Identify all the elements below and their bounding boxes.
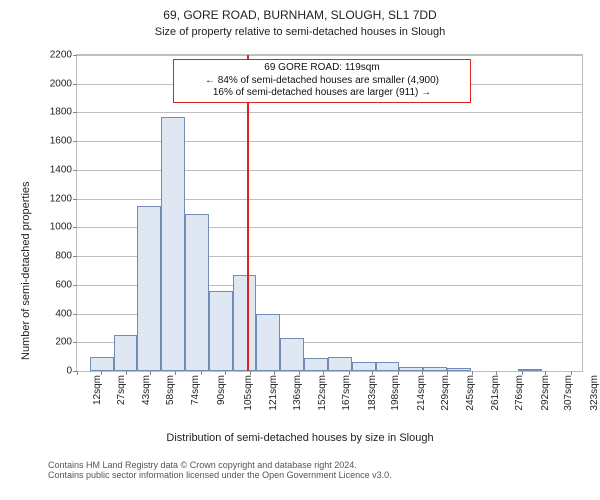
x-tick-mark <box>201 371 202 375</box>
histogram-bar <box>399 367 423 371</box>
x-tick-label: 90sqm <box>216 375 227 405</box>
histogram-bar <box>233 275 257 371</box>
annotation-line-2: ← 84% of semi-detached houses are smalle… <box>178 75 466 88</box>
x-tick-mark <box>447 371 448 375</box>
histogram-bar <box>137 206 161 371</box>
y-axis-label: Number of semi-detached properties <box>20 60 32 360</box>
x-tick-mark <box>571 371 572 375</box>
y-tick-mark <box>73 342 77 343</box>
x-tick-label: 58sqm <box>165 375 176 405</box>
grid-line <box>77 141 582 142</box>
x-tick-mark <box>372 371 373 375</box>
y-tick-mark <box>73 314 77 315</box>
x-tick-label: 245sqm <box>465 375 476 411</box>
x-tick-mark <box>299 371 300 375</box>
x-tick-label: 43sqm <box>141 375 152 405</box>
x-tick-mark <box>349 371 350 375</box>
x-tick-mark <box>175 371 176 375</box>
x-tick-label: 74sqm <box>190 375 201 405</box>
x-tick-mark <box>274 371 275 375</box>
grid-line <box>77 371 582 372</box>
x-tick-mark <box>522 371 523 375</box>
x-tick-mark <box>323 371 324 375</box>
histogram-bar <box>376 362 400 371</box>
annotation-line-3: 16% of semi-detached houses are larger (… <box>178 87 466 100</box>
x-tick-mark <box>77 371 78 375</box>
x-tick-mark <box>422 371 423 375</box>
histogram-bar <box>423 367 447 371</box>
histogram-bar <box>447 368 471 371</box>
x-tick-label: 323sqm <box>589 375 600 411</box>
x-tick-mark <box>150 371 151 375</box>
grid-line <box>77 112 582 113</box>
histogram-bar <box>185 214 209 371</box>
x-tick-mark <box>101 371 102 375</box>
x-tick-label: 152sqm <box>317 375 328 411</box>
annotation-line-1: 69 GORE ROAD: 119sqm <box>178 62 466 75</box>
y-tick-mark <box>73 199 77 200</box>
chart-title: Size of property relative to semi-detach… <box>0 26 600 38</box>
x-tick-label: 183sqm <box>366 375 377 411</box>
x-tick-label: 307sqm <box>563 375 574 411</box>
y-tick-mark <box>73 285 77 286</box>
x-tick-label: 261sqm <box>490 375 501 411</box>
y-tick-mark <box>73 170 77 171</box>
x-tick-mark <box>126 371 127 375</box>
chart-suptitle: 69, GORE ROAD, BURNHAM, SLOUGH, SL1 7DD <box>0 8 600 22</box>
histogram-bar <box>352 362 376 371</box>
y-tick-mark <box>73 256 77 257</box>
x-tick-label: 292sqm <box>539 375 550 411</box>
annotation-box: 69 GORE ROAD: 119sqm← 84% of semi-detach… <box>173 59 471 103</box>
x-tick-mark <box>250 371 251 375</box>
histogram-bar <box>328 357 352 371</box>
x-tick-label: 105sqm <box>242 375 253 411</box>
x-tick-label: 229sqm <box>439 375 450 411</box>
histogram-bar <box>304 358 328 371</box>
grid-line <box>77 199 582 200</box>
x-tick-label: 27sqm <box>116 375 127 405</box>
x-tick-label: 276sqm <box>514 375 525 411</box>
histogram-bar <box>256 314 280 371</box>
y-tick-mark <box>73 55 77 56</box>
x-tick-label: 198sqm <box>390 375 401 411</box>
plot-area: 0200400600800100012001400160018002000220… <box>76 54 583 372</box>
x-tick-label: 167sqm <box>341 375 352 411</box>
x-tick-mark <box>398 371 399 375</box>
histogram-bar <box>90 357 114 371</box>
x-tick-mark <box>472 371 473 375</box>
x-tick-mark <box>545 371 546 375</box>
x-tick-label: 136sqm <box>292 375 303 411</box>
y-tick-mark <box>73 141 77 142</box>
grid-line <box>77 170 582 171</box>
histogram-bar <box>209 291 233 371</box>
y-tick-mark <box>73 227 77 228</box>
grid-line <box>77 55 582 56</box>
histogram-bar <box>161 117 185 371</box>
x-tick-label: 121sqm <box>268 375 279 411</box>
histogram-bar <box>114 335 138 371</box>
x-tick-mark <box>496 371 497 375</box>
x-axis-label: Distribution of semi-detached houses by … <box>0 432 600 444</box>
y-tick-mark <box>73 84 77 85</box>
chart-footer: Contains HM Land Registry data © Crown c… <box>48 460 392 480</box>
y-tick-mark <box>73 112 77 113</box>
x-tick-mark <box>225 371 226 375</box>
x-tick-label: 12sqm <box>92 375 103 405</box>
histogram-bar <box>280 338 304 371</box>
x-tick-label: 214sqm <box>416 375 427 411</box>
